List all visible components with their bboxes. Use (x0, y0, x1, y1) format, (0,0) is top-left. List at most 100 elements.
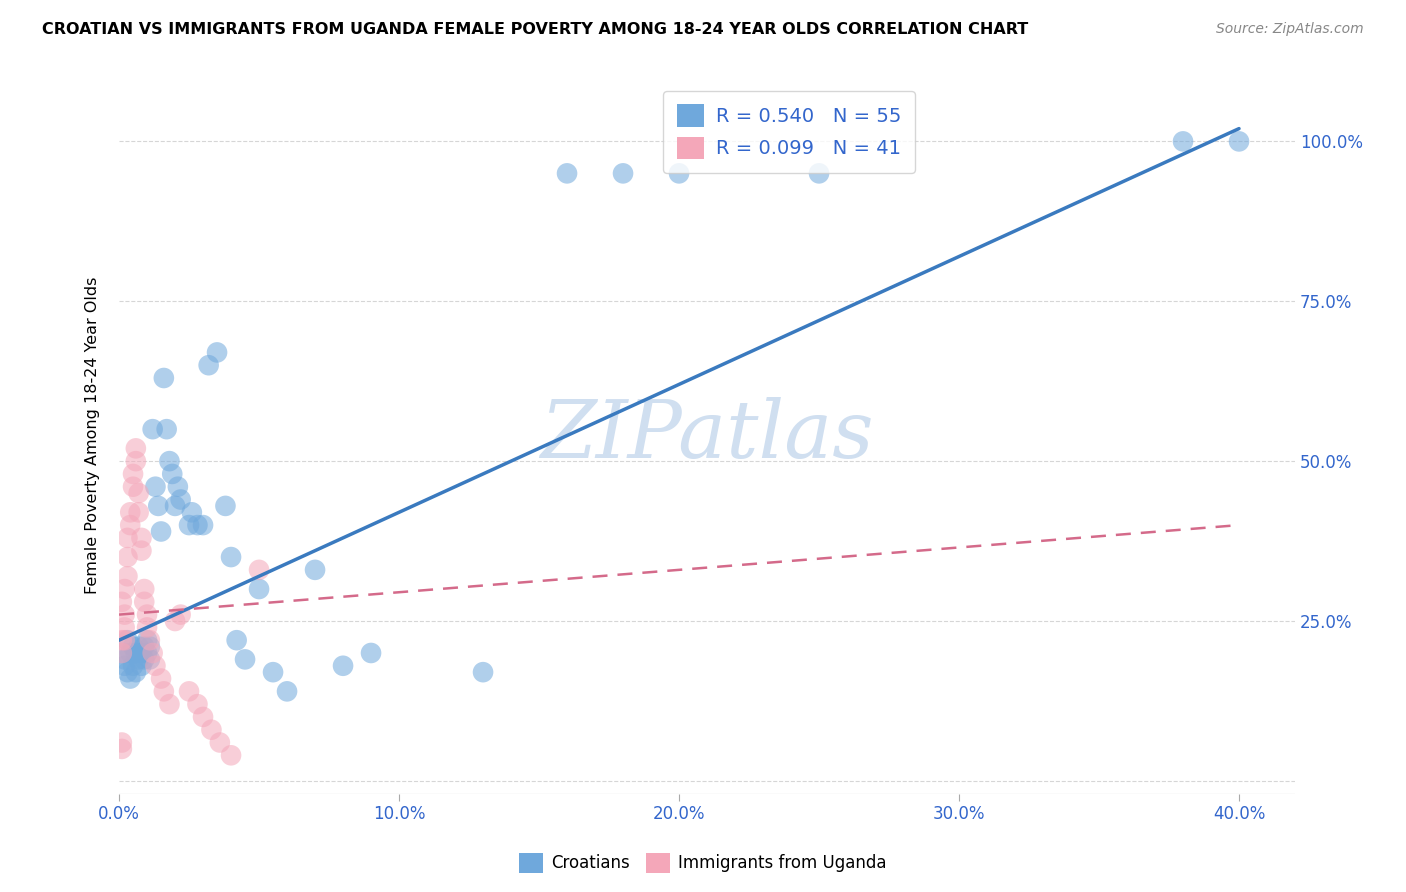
Point (169, 607, 191, 622)
Point (197, 358, 219, 372)
Point (136, 607, 159, 622)
Text: CROATIAN VS IMMIGRANTS FROM UGANDA FEMALE POVERTY AMONG 18-24 YEAR OLDS CORRELAT: CROATIAN VS IMMIGRANTS FROM UGANDA FEMAL… (42, 22, 1028, 37)
Point (134, 640, 156, 654)
Point (1227, 135, 1250, 149)
Point (276, 684, 298, 698)
Point (142, 422, 165, 436)
Point (186, 518, 208, 533)
Point (139, 652, 162, 666)
Point (162, 467, 184, 481)
Point (125, 442, 148, 456)
Point (111, 646, 134, 660)
Point (120, 672, 142, 686)
Point (148, 499, 170, 513)
Point (111, 742, 134, 756)
Point (332, 658, 354, 673)
Point (114, 582, 136, 596)
Point (180, 505, 202, 519)
Point (136, 620, 159, 634)
Point (200, 723, 222, 737)
Point (142, 646, 165, 660)
Point (177, 518, 200, 533)
Point (360, 646, 382, 660)
Text: ZIPatlas: ZIPatlas (540, 397, 873, 475)
Point (131, 531, 153, 545)
Point (122, 658, 145, 673)
Point (165, 614, 187, 628)
Text: Source: ZipAtlas.com: Source: ZipAtlas.com (1216, 22, 1364, 37)
Point (131, 658, 153, 673)
Point (177, 684, 200, 698)
Point (117, 550, 139, 565)
Point (153, 684, 176, 698)
Point (122, 640, 145, 654)
Point (117, 531, 139, 545)
Point (128, 505, 150, 519)
Point (225, 633, 247, 648)
Point (134, 595, 156, 609)
Point (131, 543, 153, 558)
Point (208, 735, 231, 749)
Point (191, 518, 214, 533)
Point (1171, 135, 1194, 149)
Point (125, 454, 148, 468)
Point (128, 652, 150, 666)
Point (145, 658, 167, 673)
Point (612, 166, 634, 180)
Point (668, 166, 690, 180)
Point (247, 563, 270, 577)
Point (186, 697, 208, 711)
Point (472, 665, 495, 680)
Point (145, 480, 167, 494)
Point (166, 480, 188, 494)
Point (219, 550, 242, 565)
Legend: Croatians, Immigrants from Uganda: Croatians, Immigrants from Uganda (513, 847, 893, 880)
Point (114, 620, 136, 634)
Point (114, 633, 136, 648)
Point (205, 345, 228, 359)
Point (219, 748, 242, 763)
Point (136, 646, 159, 660)
Point (114, 658, 136, 673)
Point (150, 524, 173, 539)
Point (128, 486, 150, 500)
Point (114, 652, 136, 666)
Y-axis label: Female Poverty Among 18-24 Year Olds: Female Poverty Among 18-24 Year Olds (86, 277, 100, 594)
Point (111, 735, 134, 749)
Point (136, 633, 159, 648)
Point (165, 499, 187, 513)
Point (156, 422, 179, 436)
Point (262, 665, 284, 680)
Point (191, 710, 214, 724)
Point (128, 640, 150, 654)
Point (125, 646, 148, 660)
Point (125, 665, 148, 680)
Point (247, 582, 270, 596)
Point (555, 166, 578, 180)
Point (117, 569, 139, 583)
Point (111, 595, 134, 609)
Point (134, 652, 156, 666)
Point (304, 563, 326, 577)
Point (122, 480, 145, 494)
Legend: R = 0.540   N = 55, R = 0.099   N = 41: R = 0.540 N = 55, R = 0.099 N = 41 (664, 91, 915, 173)
Point (233, 652, 256, 666)
Point (111, 633, 134, 648)
Point (131, 646, 153, 660)
Point (134, 582, 156, 596)
Point (159, 697, 181, 711)
Point (139, 633, 162, 648)
Point (117, 633, 139, 648)
Point (120, 505, 142, 519)
Point (117, 665, 139, 680)
Point (111, 646, 134, 660)
Point (159, 454, 181, 468)
Point (114, 607, 136, 622)
Point (139, 640, 162, 654)
Point (150, 672, 173, 686)
Point (120, 518, 142, 533)
Point (808, 166, 831, 180)
Point (122, 467, 145, 481)
Point (120, 646, 142, 660)
Point (214, 499, 236, 513)
